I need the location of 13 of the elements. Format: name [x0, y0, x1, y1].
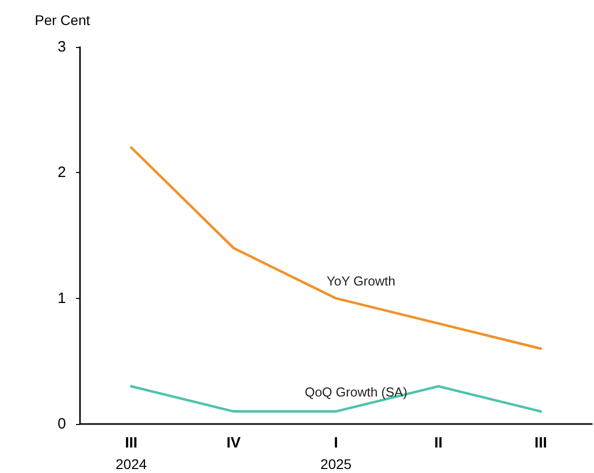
y-tick-label: 3: [58, 38, 66, 56]
y-tick-label: 0: [58, 416, 66, 432]
x-tick-label: III: [534, 434, 548, 452]
y-tick-label: 2: [58, 164, 66, 182]
y-tick-label: 1: [58, 290, 66, 307]
y-axis-title: Per Cent: [34, 12, 90, 28]
x-tick-label: IV: [226, 434, 241, 452]
x-tick-label: II: [434, 434, 443, 452]
line-series: [130, 146, 542, 350]
x-tick-label: I 2025: [320, 434, 352, 472]
series-label: YoY Growth: [326, 273, 396, 288]
x-tick-label: III 2024: [116, 434, 147, 472]
series-label: QoQ Growth (SA): [304, 384, 408, 400]
